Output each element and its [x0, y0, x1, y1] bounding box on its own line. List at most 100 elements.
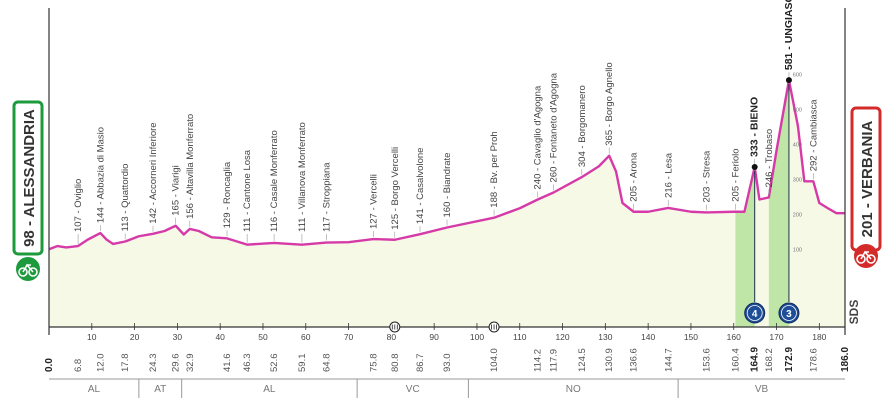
region-label: AL: [263, 384, 276, 395]
waypoint-label: 127 - Vercelli: [368, 174, 379, 229]
x-tick-label: 30: [173, 332, 183, 342]
finish-town-label: 201 - VERBANIA: [859, 120, 876, 237]
mini-altitude-tick: 200: [793, 213, 802, 219]
waypoint-label: 113 - Quattordio: [120, 164, 131, 232]
region-label: AT: [154, 384, 166, 395]
mini-altitude-tick: 400: [793, 143, 802, 149]
climb-highlights: [735, 80, 789, 328]
waypoint-label: 188 - Bv. per Proh: [489, 131, 500, 207]
km-label: 12.0: [95, 354, 106, 373]
mini-altitude-tick: 500: [793, 108, 802, 114]
summit-dot: [785, 77, 792, 84]
feed-zone-glyph: [391, 324, 398, 330]
waypoint-label: 205 - Arona: [629, 152, 640, 202]
feed-zones: [389, 321, 500, 333]
bike-finish-icon: [854, 244, 878, 268]
mini-altitude-tick: 100: [793, 248, 802, 254]
mini-altitude-tick: 600: [793, 73, 802, 79]
waypoint-label: 240 - Cavaglio d'Agogna: [533, 85, 544, 189]
waypoint-label: 581 - UNGIASCA: [783, 0, 795, 70]
waypoint-label: 205 - Feriolo: [730, 148, 741, 201]
x-tick-label: 50: [258, 332, 268, 342]
km-label: 80.8: [390, 354, 401, 373]
x-tick-label: 80: [387, 332, 397, 342]
waypoint-label: 116 - Casale Monferrato: [269, 130, 280, 232]
km-label: 124.5: [577, 348, 588, 372]
km-label: 41.6: [222, 354, 233, 373]
kom-badge: [778, 302, 800, 324]
km-labels: 0.0 6.8 12.0 17.8 24.3 29.6 32.9 41.6 46.3 52.6 59…: [44, 347, 851, 372]
km-label: 117.9: [549, 349, 560, 372]
km-label: 144.7: [663, 348, 674, 372]
profile-line: [48, 78, 845, 251]
km-label: 136.6: [629, 348, 640, 372]
x-tick-label: 40: [215, 332, 225, 342]
waypoint-label: 203 - Stresa: [701, 150, 712, 202]
region-label: AL: [88, 384, 101, 395]
region-label: VB: [755, 384, 769, 395]
x-tick-label: 110: [513, 332, 527, 342]
km-label: 59.1: [297, 354, 308, 373]
km-label: 24.3: [148, 354, 159, 373]
waypoint-label: 246 - Trobaso: [764, 129, 775, 188]
waypoint-label: 156 - Altavilla Monferrato: [185, 114, 196, 219]
mini-altitude-tick: 300: [793, 178, 802, 184]
kom-badge-ring: [746, 305, 763, 321]
x-tick-label: 140: [641, 332, 655, 342]
kom-category: 3: [786, 309, 792, 320]
waypoint-label: 129 - Roncaglia: [222, 161, 233, 228]
x-tick-label: 170: [769, 332, 783, 342]
waypoint-label: 216 - Lesa: [663, 152, 674, 198]
waypoint-label: 144 - Abbazia di Masio: [95, 127, 106, 223]
waypoint-label: 142 - Accorneri Inferiore: [148, 122, 159, 223]
plot-background: [48, 78, 845, 328]
km-label: 93.0: [442, 354, 453, 373]
km-label: 130.9: [604, 348, 615, 372]
waypoint-label: 141 - Casalvolone: [415, 148, 426, 225]
km-label: 186.0: [840, 347, 851, 372]
waypoint-labels: 107 - Oviglio 144 - Abbazia di Masio 113 -…: [73, 0, 819, 245]
summit-dot: [751, 163, 758, 170]
climb-fill: [735, 166, 755, 327]
climb-fill: [768, 80, 789, 328]
kom-badge-ring: [781, 305, 797, 321]
x-tick-label: 180: [812, 332, 826, 342]
waypoint-label: 165 - Viarigi: [171, 165, 182, 216]
x-tick-label: 100: [470, 332, 484, 342]
profile-area-fill: [49, 80, 845, 328]
km-label: 17.8: [120, 354, 131, 373]
x-tick-label: 70: [344, 332, 354, 342]
km-label: 178.6: [808, 348, 819, 372]
km-label: 104.0: [489, 348, 500, 372]
waypoint-label: 292 - Cambiasca: [808, 99, 819, 172]
km-label: 172.9: [784, 347, 795, 372]
x-tick-label: 20: [130, 332, 140, 342]
waypoint-label: 117 - Stroppiana: [321, 162, 332, 232]
waypoint-label: 333 - BIENO: [749, 97, 761, 157]
waypoint-label: 107 - Oviglio: [73, 179, 84, 232]
km-label: 64.8: [321, 354, 332, 373]
x-tick-label: 160: [727, 332, 741, 342]
start-town-box: 98 - ALESSANDRIA: [12, 100, 44, 281]
waypoint-label: 365 - Borgo Agnello: [604, 62, 615, 145]
km-label: 114.2: [533, 349, 544, 372]
km-label: 32.9: [185, 354, 196, 373]
waypoint-label: 304 - Borgomanero: [577, 85, 588, 167]
finish-town-box: 201 - VERBANIA: [850, 106, 882, 268]
mini-altitude-axis: 600 500 400 300 200 100: [793, 73, 802, 254]
region-strip: AL AT AL VC NO VB: [88, 379, 769, 398]
x-tick-label: 120: [555, 332, 569, 342]
waypoint-label: 125 - Borgo Vercelli: [390, 147, 401, 230]
waypoint-label: 111 - Cantone Losa: [242, 149, 253, 232]
x-axis-ticks: 10 20 30 40 50 60 70 80 90 100 110 120 130 140 150 160 1…: [87, 323, 827, 342]
feed-zone-glyph: [491, 324, 497, 330]
waypoint-label: 160 - Biandrate: [442, 153, 453, 218]
km-label: 6.8: [73, 359, 84, 372]
region-label: VC: [406, 384, 420, 395]
km-label: 86.7: [415, 354, 426, 373]
x-tick-label: 60: [301, 332, 311, 342]
region-label: NO: [566, 384, 581, 395]
sds-label: SDS: [847, 300, 861, 325]
